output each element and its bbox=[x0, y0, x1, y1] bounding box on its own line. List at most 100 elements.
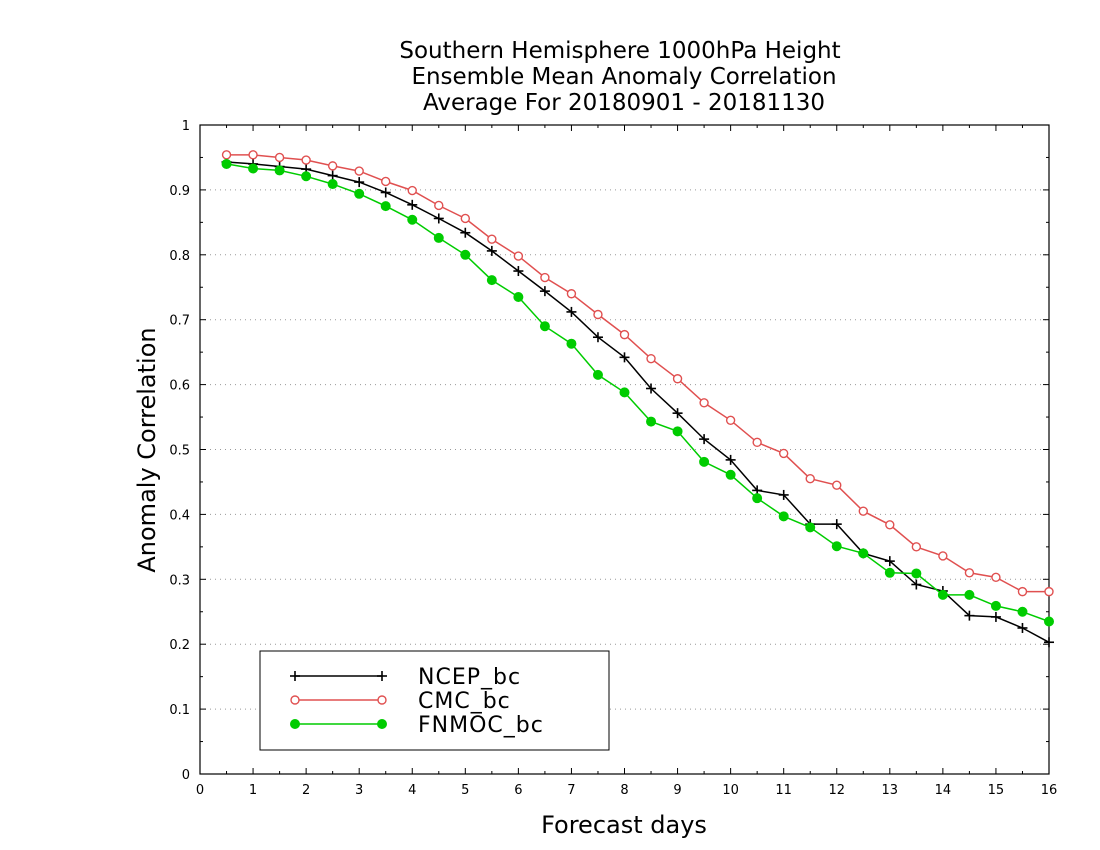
x-tick-label: 9 bbox=[673, 783, 681, 798]
x-tick-label: 0 bbox=[196, 783, 204, 798]
legend-label-fnmoc-bc: FNMOC_bc bbox=[418, 713, 544, 738]
data-point-cmc-bc bbox=[805, 474, 815, 484]
data-point-cmc-bc bbox=[460, 213, 471, 224]
data-point-cmc-bc bbox=[885, 520, 895, 530]
data-point-ncep-bc bbox=[646, 383, 657, 394]
data-point-ncep-bc bbox=[539, 286, 550, 297]
data-point-fnmoc-bc bbox=[964, 589, 975, 600]
data-point-fnmoc-bc bbox=[619, 387, 630, 398]
data-point-fnmoc-bc bbox=[858, 548, 869, 559]
series-cmc-bc bbox=[221, 150, 1054, 597]
data-point-fnmoc-bc bbox=[672, 426, 683, 437]
data-point-ncep-bc bbox=[1017, 622, 1028, 633]
x-tick-label: 14 bbox=[935, 783, 952, 798]
series-line-ncep-bc bbox=[226, 161, 1050, 643]
x-axis-label: Forecast days bbox=[541, 811, 707, 839]
data-point-fnmoc-bc bbox=[990, 600, 1001, 611]
data-point-fnmoc-bc bbox=[221, 158, 232, 169]
data-point-ncep-bc bbox=[592, 332, 603, 343]
data-point-fnmoc-bc bbox=[592, 369, 603, 380]
series-line-fnmoc-bc bbox=[226, 163, 1050, 623]
data-point-cmc-bc bbox=[407, 185, 417, 196]
x-tick-label: 12 bbox=[828, 783, 845, 798]
data-point-fnmoc-bc bbox=[433, 232, 444, 243]
data-point-cmc-bc bbox=[327, 161, 338, 171]
x-tick-label: 4 bbox=[408, 783, 416, 798]
y-tick-label: 0.1 bbox=[169, 703, 190, 718]
data-point-cmc-bc bbox=[301, 155, 311, 165]
data-point-ncep-bc bbox=[354, 177, 365, 188]
x-tick-label: 3 bbox=[355, 783, 363, 798]
data-point-fnmoc-bc bbox=[380, 201, 391, 212]
data-point-ncep-bc bbox=[380, 187, 391, 198]
data-point-fnmoc-bc bbox=[486, 275, 497, 286]
data-point-cmc-bc bbox=[513, 251, 524, 261]
x-tick-label: 6 bbox=[514, 783, 522, 798]
y-tick-label: 0.7 bbox=[169, 314, 190, 329]
legend-marker-fnmoc-bc bbox=[290, 719, 300, 729]
y-tick-label: 0 bbox=[182, 768, 190, 783]
x-tick-label: 5 bbox=[461, 783, 469, 798]
data-point-cmc-bc bbox=[248, 150, 258, 160]
data-point-ncep-bc bbox=[911, 579, 922, 590]
data-point-ncep-bc bbox=[964, 610, 975, 621]
data-point-cmc-bc bbox=[434, 200, 444, 211]
data-point-fnmoc-bc bbox=[646, 416, 657, 427]
data-point-cmc-bc bbox=[381, 176, 391, 187]
data-point-cmc-bc bbox=[593, 309, 603, 320]
legend-marker-fnmoc-bc bbox=[377, 719, 387, 729]
data-point-fnmoc-bc bbox=[831, 541, 842, 552]
y-tick-label: 0.2 bbox=[169, 638, 190, 653]
y-tick-label: 0.8 bbox=[169, 249, 190, 264]
x-axis: 0 1 2 3 4 5 6 7 8 9 10 11 12 13 14 15 16 bbox=[196, 125, 1057, 798]
data-point-cmc-bc bbox=[221, 150, 232, 160]
data-point-cmc-bc bbox=[487, 234, 497, 244]
data-point-ncep-bc bbox=[990, 611, 1001, 622]
title-line-2: Ensemble Mean Anomaly Correlation bbox=[411, 64, 836, 90]
data-point-fnmoc-bc bbox=[884, 567, 895, 578]
data-point-fnmoc-bc bbox=[778, 511, 789, 522]
data-point-ncep-bc bbox=[433, 213, 444, 224]
data-point-ncep-bc bbox=[831, 519, 842, 530]
chart-title: Southern Hemisphere 1000hPa Height Ensem… bbox=[399, 38, 840, 116]
x-tick-label: 1 bbox=[249, 783, 257, 798]
data-point-cmc-bc bbox=[619, 329, 630, 340]
x-tick-label: 10 bbox=[722, 783, 739, 798]
data-point-cmc-bc bbox=[991, 572, 1001, 583]
x-tick-label: 16 bbox=[1041, 783, 1058, 798]
data-point-ncep-bc bbox=[619, 352, 630, 363]
data-point-cmc-bc bbox=[858, 506, 868, 516]
data-point-fnmoc-bc bbox=[937, 589, 948, 600]
data-point-fnmoc-bc bbox=[1044, 616, 1054, 627]
data-point-fnmoc-bc bbox=[566, 338, 577, 349]
series-line-cmc-bc bbox=[226, 154, 1049, 593]
series-layer bbox=[221, 150, 1054, 648]
data-point-cmc-bc bbox=[1044, 586, 1054, 597]
y-axis: 0 0.1 0.2 0.3 0.4 0.5 0.6 0.7 0.8 0.9 1 bbox=[169, 119, 1049, 783]
data-point-ncep-bc bbox=[725, 454, 736, 465]
data-point-ncep-bc bbox=[407, 199, 418, 210]
data-point-fnmoc-bc bbox=[725, 469, 736, 480]
legend-marker-ncep-bc bbox=[377, 671, 387, 681]
data-point-fnmoc-bc bbox=[1017, 606, 1028, 617]
x-tick-label: 7 bbox=[567, 783, 575, 798]
data-point-fnmoc-bc bbox=[513, 291, 524, 302]
data-point-fnmoc-bc bbox=[327, 179, 338, 190]
data-point-cmc-bc bbox=[938, 551, 948, 561]
legend-label-ncep-bc: NCEP_bc bbox=[418, 665, 521, 690]
legend-marker-cmc-bc bbox=[290, 695, 300, 705]
x-tick-label: 11 bbox=[775, 783, 792, 798]
data-point-cmc-bc bbox=[672, 374, 683, 384]
y-tick-label: 0.9 bbox=[169, 184, 190, 199]
legend-item-cmc-bc: CMC_bc bbox=[290, 689, 511, 714]
y-tick-label: 1 bbox=[182, 119, 190, 134]
legend-label-cmc-bc: CMC_bc bbox=[418, 689, 511, 714]
data-point-fnmoc-bc bbox=[274, 165, 285, 176]
title-line-1: Southern Hemisphere 1000hPa Height bbox=[399, 38, 840, 64]
data-point-ncep-bc bbox=[513, 266, 524, 277]
legend-item-ncep-bc: NCEP_bc bbox=[290, 665, 521, 690]
data-point-ncep-bc bbox=[460, 227, 471, 238]
y-tick-label: 0.5 bbox=[169, 444, 190, 459]
